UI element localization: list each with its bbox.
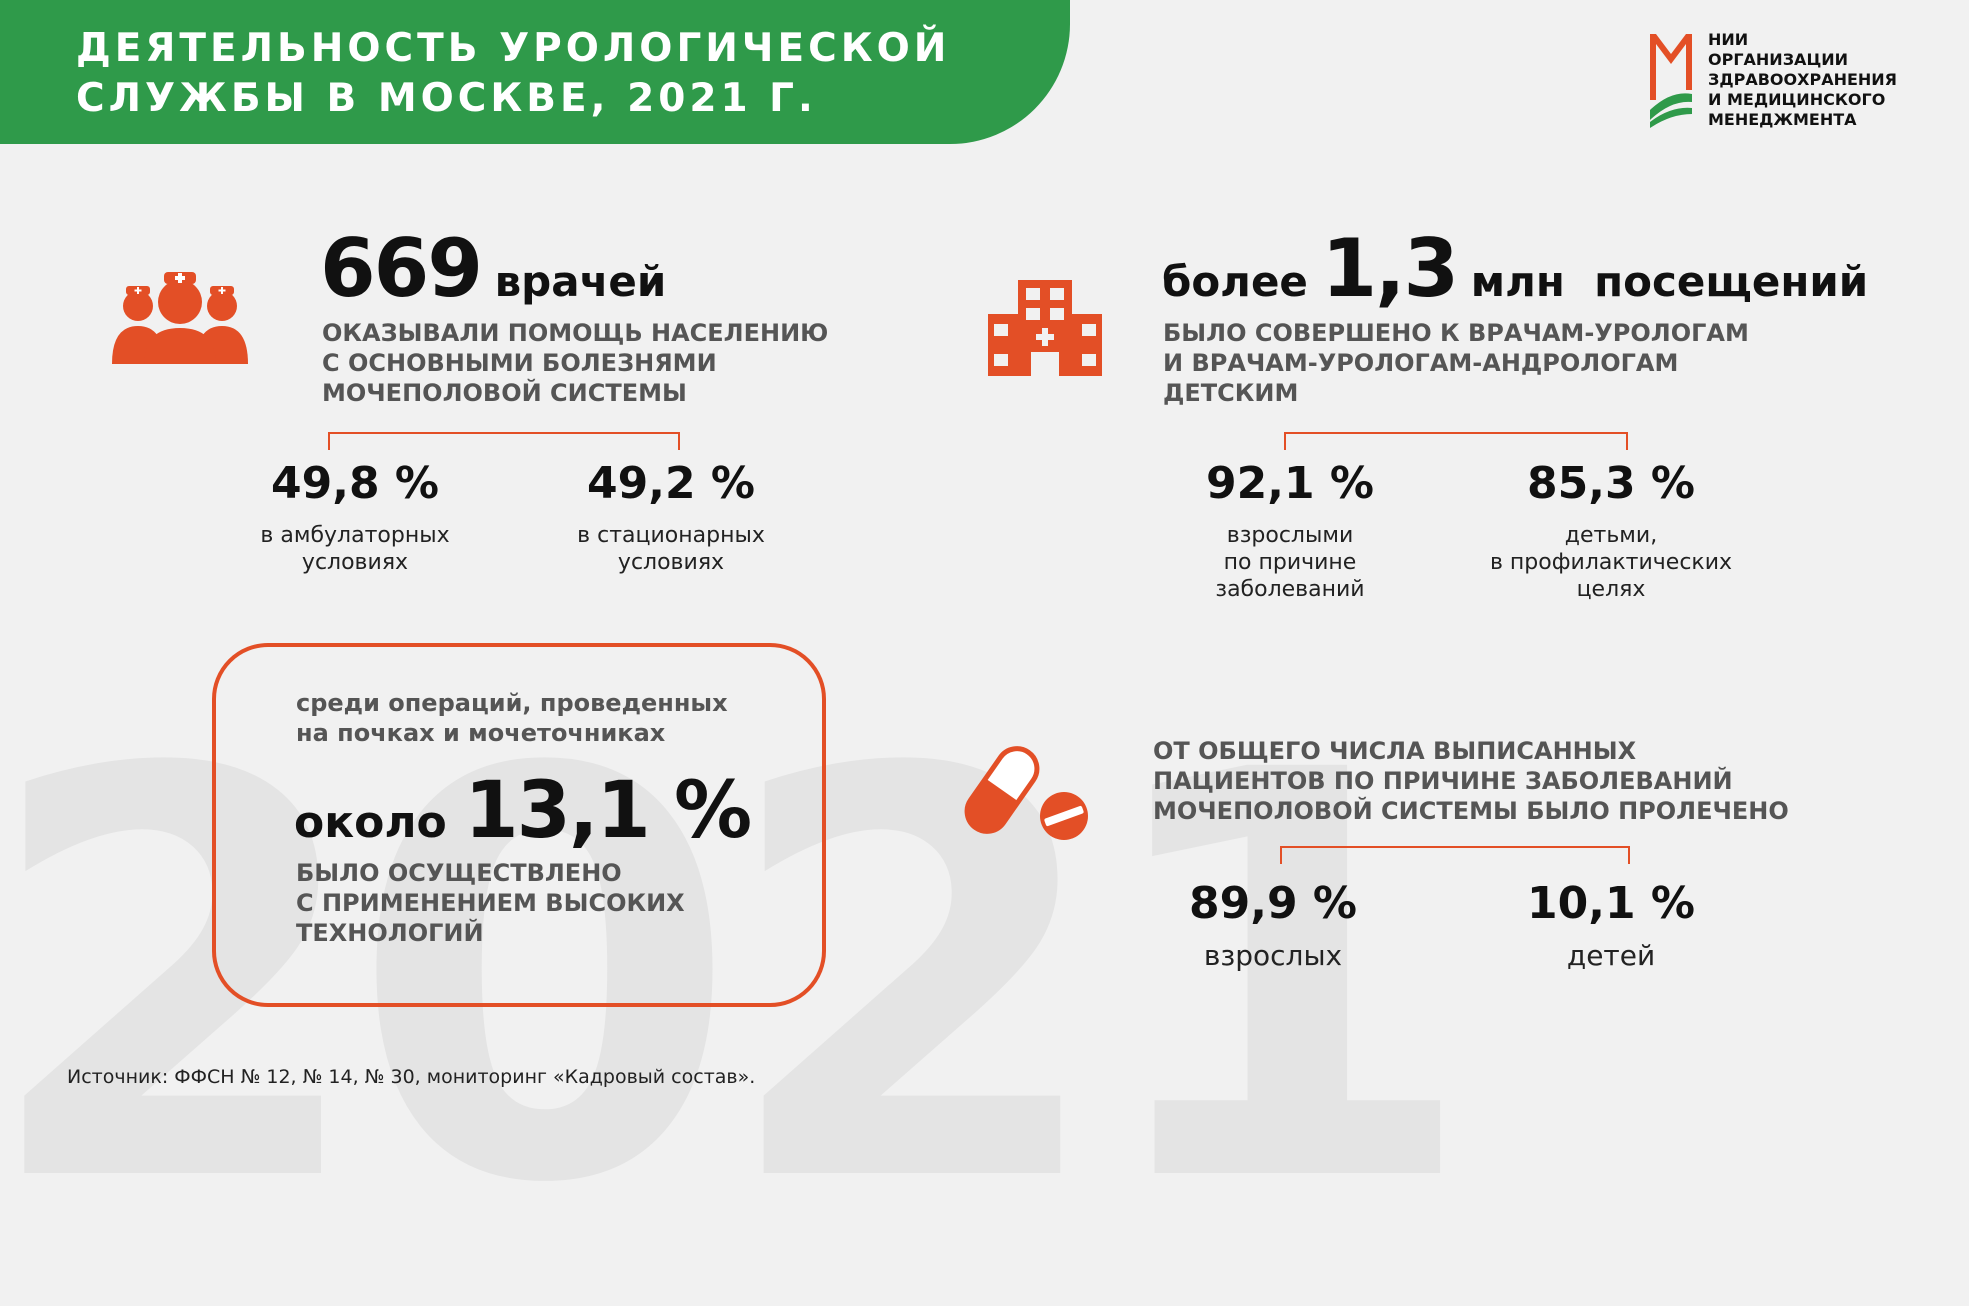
operations-number: 13,1 % xyxy=(464,766,752,856)
doctors-stat-1-label: в амбулаторных условиях xyxy=(260,523,450,575)
patients-stat-1-value: 89,9 % xyxy=(1189,878,1357,929)
doctors-stat-2-label: в стационарных условиях xyxy=(577,523,765,575)
patients-bracket xyxy=(1280,846,1630,864)
doctors-stat-1-value: 49,8 % xyxy=(271,458,439,509)
patients-stat-2-label: детей xyxy=(1566,939,1656,972)
visits-stat-2-value: 85,3 % xyxy=(1527,458,1695,509)
patients-description: ОТ ОБЩЕГО ЧИСЛА ВЫПИСАННЫХ ПАЦИЕНТОВ ПО … xyxy=(1153,737,1789,825)
doctors-number: 669 xyxy=(320,222,483,315)
operations-description: БЫЛО ОСУЩЕСТВЛЕНО С ПРИМЕНЕНИЕМ ВЫСОКИХ … xyxy=(296,859,685,947)
visits-number: 1,3 xyxy=(1321,222,1460,315)
operations-value-row: около 13,1 % xyxy=(294,766,752,856)
visits-count-row: более 1,3 млн посещений xyxy=(1162,222,1868,315)
doctors-bracket xyxy=(328,432,680,450)
visits-unit: млн посещений xyxy=(1470,257,1869,306)
logo-icon xyxy=(1650,34,1692,128)
visits-prefix: более xyxy=(1162,257,1308,306)
hospital-icon xyxy=(988,280,1102,376)
doctors-count-row: 669 врачей xyxy=(320,222,666,315)
doctors-unit: врачей xyxy=(494,257,667,306)
visits-stat-2-label: детьми, в профилактических целях xyxy=(1489,523,1733,602)
visits-description: БЫЛО СОВЕРШЕНО К ВРАЧАМ-УРОЛОГАМ И ВРАЧА… xyxy=(1163,319,1749,407)
page-title: ДЕЯТЕЛЬНОСТЬ УРОЛОГИЧЕСКОЙ СЛУЖБЫ В МОСК… xyxy=(76,26,951,121)
logo-text: НИИ ОРГАНИЗАЦИИ ЗДРАВООХРАНЕНИЯ И МЕДИЦИ… xyxy=(1708,30,1897,129)
patients-stat-2-value: 10,1 % xyxy=(1527,878,1695,929)
operations-prefix: около xyxy=(294,797,447,848)
doctors-stat-2-value: 49,2 % xyxy=(587,458,755,509)
pills-icon xyxy=(964,746,1088,840)
doctors-description: ОКАЗЫВАЛИ ПОМОЩЬ НАСЕЛЕНИЮ С ОСНОВНЫМИ Б… xyxy=(322,319,829,407)
visits-stat-1-label: взрослыми по причине заболеваний xyxy=(1215,523,1365,602)
header-banner xyxy=(0,0,1070,144)
visits-stat-1-value: 92,1 % xyxy=(1206,458,1374,509)
visits-bracket xyxy=(1284,432,1628,450)
doctors-icon xyxy=(112,272,248,364)
operations-intro: среди операций, проведенных на почках и … xyxy=(296,689,728,747)
patients-stat-1-label: взрослых xyxy=(1203,939,1343,972)
operations-box xyxy=(212,643,826,1007)
source-note: Источник: ФФСН № 12, № 14, № 30, монитор… xyxy=(67,1066,756,1088)
